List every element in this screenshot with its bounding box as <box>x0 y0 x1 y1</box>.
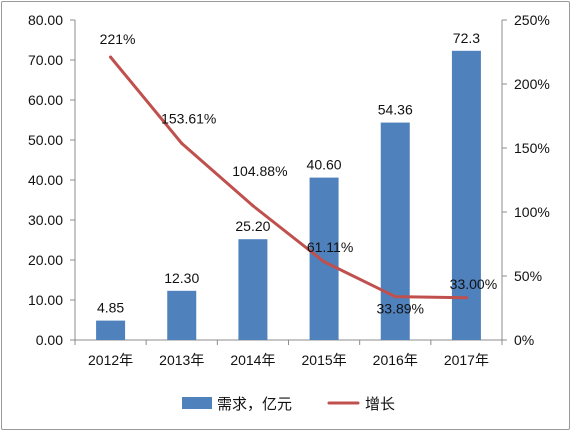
line-point <box>464 296 468 300</box>
x-axis-tick-label: 2014年 <box>230 352 275 368</box>
bar <box>380 122 410 340</box>
line-data-label: 33.00% <box>450 276 497 292</box>
line-point <box>109 55 113 59</box>
left-axis-tick-label: 70.00 <box>28 52 63 68</box>
bar-data-label: 40.60 <box>307 157 342 173</box>
legend-line-label: 增长 <box>365 396 395 413</box>
x-axis-tick-label: 2017年 <box>444 352 489 368</box>
bar-data-label: 54.36 <box>378 102 413 118</box>
bar-data-label: 72.3 <box>453 30 480 46</box>
right-axis: 0% 50% 100% 150% 200% 250% <box>501 12 550 348</box>
line-data-label: 61.11% <box>307 239 353 255</box>
bar <box>238 239 268 340</box>
x-axis: 2012年 2013年 2014年 2015年 2016年 2017年 <box>74 339 503 368</box>
left-axis-tick-label: 20.00 <box>28 252 63 268</box>
right-axis-tick-label: 150% <box>514 140 550 156</box>
bar-series <box>96 50 481 341</box>
line-point <box>322 260 326 264</box>
left-axis-tick-label: 80.00 <box>28 12 63 28</box>
line-data-label: 33.89% <box>377 301 424 317</box>
right-axis-tick-label: 0% <box>514 332 534 348</box>
legend-bar-swatch <box>182 397 212 409</box>
bar <box>96 320 126 340</box>
right-axis-tick-label: 200% <box>514 76 550 92</box>
left-axis-tick-label: 10.00 <box>28 292 63 308</box>
line-series-path <box>109 55 468 300</box>
bar <box>167 290 197 340</box>
x-axis-tick-label: 2012年 <box>88 352 133 368</box>
x-axis-tick-label: 2016年 <box>373 352 418 368</box>
left-axis-tick-label: 0.00 <box>36 332 63 348</box>
right-axis-tick-label: 100% <box>514 204 550 220</box>
x-axis-tick-label: 2015年 <box>302 352 347 368</box>
line-point <box>251 204 255 208</box>
left-axis: 0.00 10.00 20.00 30.00 40.00 50.00 60.00 70.00 8… <box>28 12 76 348</box>
bar-data-label: 12.30 <box>164 270 199 286</box>
left-axis-tick-label: 40.00 <box>28 172 63 188</box>
line-point <box>180 141 184 145</box>
legend-bar-label: 需求，亿元 <box>217 396 292 413</box>
line-data-label: 153.61% <box>161 110 216 126</box>
bar-data-label: 25.20 <box>235 218 270 234</box>
line-series <box>109 55 468 300</box>
data-labels: 4.85 12.30 25.20 40.60 54.36 72.3 221% 153.61% 1… <box>97 30 497 317</box>
line-point <box>393 295 397 299</box>
x-axis-tick-label: 2013年 <box>159 352 204 368</box>
line-data-label: 104.88% <box>232 163 287 179</box>
right-axis-tick-label: 250% <box>514 12 550 28</box>
right-axis-tick-label: 50% <box>514 268 542 284</box>
bar <box>451 50 481 341</box>
bar <box>309 177 339 340</box>
left-axis-tick-label: 30.00 <box>28 212 63 228</box>
left-axis-tick-label: 50.00 <box>28 132 63 148</box>
bar-data-label: 4.85 <box>97 300 124 316</box>
legend: 需求，亿元 增长 <box>182 396 395 413</box>
line-data-label: 221% <box>100 31 136 47</box>
left-axis-tick-label: 60.00 <box>28 92 63 108</box>
